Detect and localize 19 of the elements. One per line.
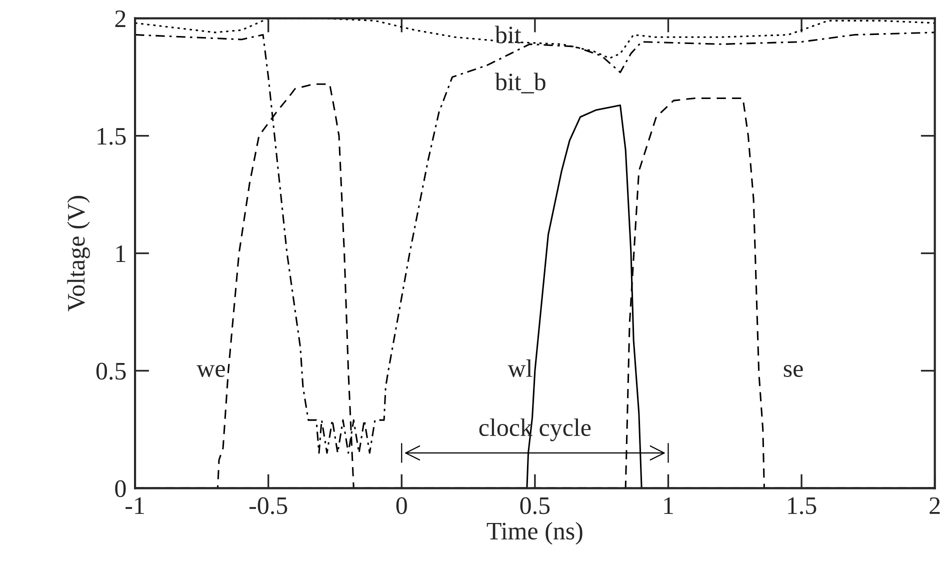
y-tick-label: 0.5 [96,362,126,380]
y-tick-label: 2 [115,10,126,28]
x-tick-label: -0.5 [249,497,288,514]
series-label: wl [508,359,532,377]
y-tick-label: 1.5 [98,128,126,145]
x-tick-label: -1 [126,497,144,514]
series-label: bit [494,26,522,44]
x-tick-label: 0 [396,497,407,514]
x-tick-label: 1.5 [788,497,816,514]
y-axis-title: Voltage (V) [67,196,90,312]
y-tick-label: 1 [116,245,126,262]
x-tick-label: 2 [930,497,940,514]
x-tick-label: 1 [664,497,673,514]
x-axis-title: Time (ns) [486,522,582,545]
series-label: bit_b [494,72,546,94]
x-tick-label: 0.5 [520,497,550,514]
series-label: we [196,364,225,377]
series-label: se [784,364,803,377]
y-tick-label: 0 [115,480,126,498]
